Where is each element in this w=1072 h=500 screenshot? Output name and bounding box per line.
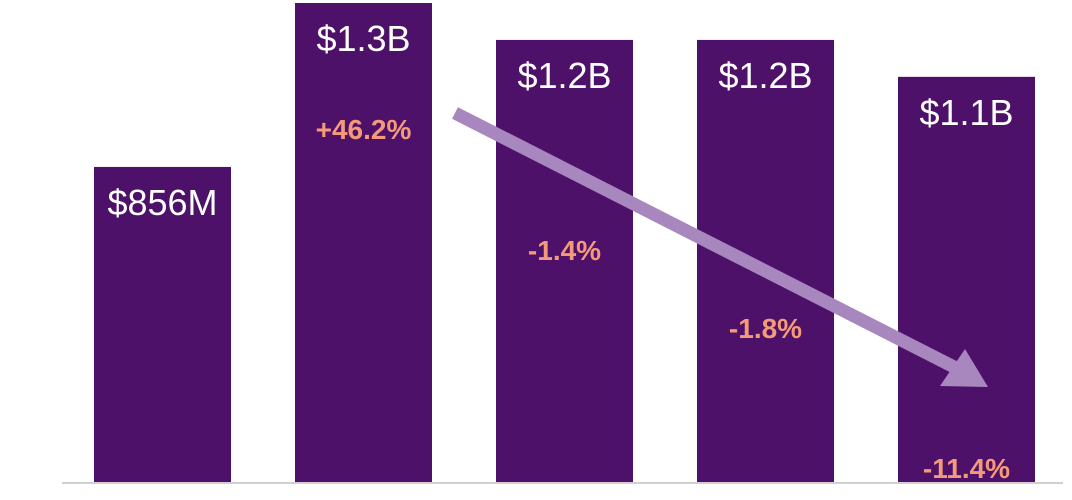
bar-value-label-1: $856M [107,182,217,223]
trend-arrow-head [940,349,988,387]
bar-3 [496,39,633,484]
bar-5 [898,76,1035,483]
trend-arrow-layer [452,107,988,387]
change-label-3: -1.4% [528,235,601,266]
change-label-2: +46.2% [316,114,412,145]
bar-value-label-4: $1.2B [718,55,812,96]
bar-value-label-5: $1.1B [919,92,1013,133]
bar-value-label-3: $1.2B [517,55,611,96]
change-label-4: -1.8% [729,313,802,344]
change-label-5: -11.4% [923,453,1010,484]
bar-1 [94,166,231,483]
trend-arrow-line [452,107,961,375]
change-labels-layer: +46.2% -1.4% -1.8% -11.4% [316,114,1011,484]
bar-2 [295,3,432,483]
value-labels-layer: $856M $1.3B $1.2B $1.2B $1.1B [107,18,1013,223]
bars-layer [94,3,1035,484]
bar-value-label-2: $1.3B [316,18,410,59]
bar-4 [697,39,834,484]
